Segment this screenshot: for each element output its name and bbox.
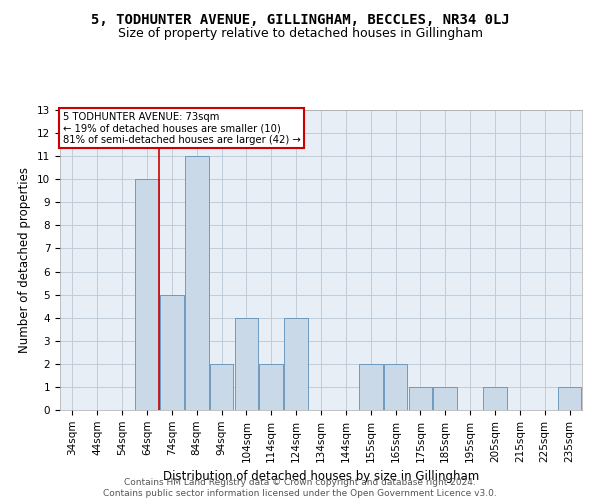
Bar: [259, 364, 283, 410]
Bar: [185, 156, 209, 410]
Bar: [483, 387, 507, 410]
Bar: [433, 387, 457, 410]
Bar: [235, 318, 258, 410]
Y-axis label: Number of detached properties: Number of detached properties: [19, 167, 31, 353]
Bar: [558, 387, 581, 410]
Bar: [284, 318, 308, 410]
Bar: [160, 294, 184, 410]
X-axis label: Distribution of detached houses by size in Gillingham: Distribution of detached houses by size …: [163, 470, 479, 483]
Text: Size of property relative to detached houses in Gillingham: Size of property relative to detached ho…: [118, 28, 482, 40]
Bar: [384, 364, 407, 410]
Text: 5 TODHUNTER AVENUE: 73sqm
← 19% of detached houses are smaller (10)
81% of semi-: 5 TODHUNTER AVENUE: 73sqm ← 19% of detac…: [62, 112, 301, 144]
Text: 5, TODHUNTER AVENUE, GILLINGHAM, BECCLES, NR34 0LJ: 5, TODHUNTER AVENUE, GILLINGHAM, BECCLES…: [91, 12, 509, 26]
Bar: [135, 179, 159, 410]
Text: Contains HM Land Registry data © Crown copyright and database right 2024.
Contai: Contains HM Land Registry data © Crown c…: [103, 478, 497, 498]
Bar: [359, 364, 383, 410]
Bar: [409, 387, 432, 410]
Bar: [210, 364, 233, 410]
